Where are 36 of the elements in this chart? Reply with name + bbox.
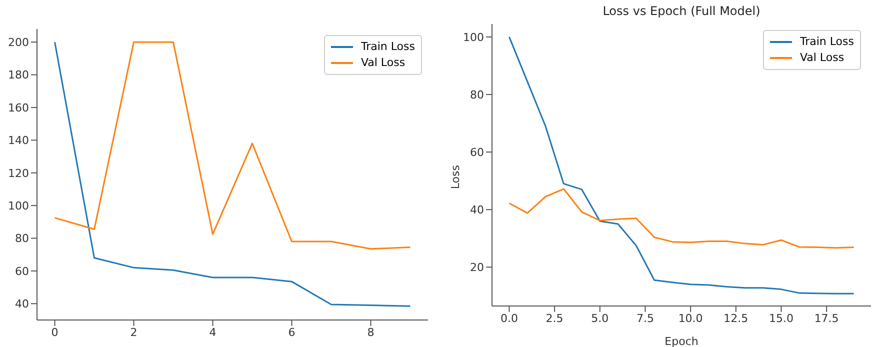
y-tick-label: 180 [8, 68, 29, 82]
x-tick-label: 17.5 [814, 312, 839, 325]
x-tick-label: 12.5 [724, 312, 748, 325]
y-tick-label: 60 [470, 146, 484, 159]
legend-label: Val Loss [800, 50, 844, 66]
y-tick-label: 80 [470, 88, 484, 102]
y-tick-label: 60 [15, 264, 29, 278]
x-tick-label: 4 [209, 326, 216, 339]
x-tick-label: 5.0 [591, 312, 609, 325]
y-tick-label: 120 [8, 166, 29, 180]
legend-label: Train Loss [800, 34, 854, 50]
x-tick-label: 7.5 [636, 312, 654, 325]
y-tick-label: 160 [8, 101, 29, 114]
y-axis-title: Loss [448, 164, 462, 190]
x-tick-label: 0.0 [500, 312, 518, 325]
x-tick-label: 2.5 [546, 312, 564, 325]
legend-label: Val Loss [360, 55, 406, 71]
x-tick-label: 0 [51, 326, 58, 339]
y-tick-label: 100 [463, 30, 484, 44]
line-series [508, 36, 855, 294]
y-tick-label: 80 [15, 232, 29, 246]
line-series [508, 188, 855, 249]
legend-label: Train Loss [360, 39, 415, 55]
y-tick-label: 100 [8, 199, 29, 212]
chart-title: Loss vs Epoch (Full Model) [602, 4, 762, 18]
x-tick-label: 6 [288, 326, 296, 339]
x-tick-label: 2 [130, 326, 138, 339]
y-tick-label: 200 [8, 36, 29, 49]
y-tick-label: 40 [15, 298, 29, 311]
y-tick-label: 20 [470, 261, 484, 274]
x-axis-title: Epoch [664, 335, 698, 347]
x-tick-label: 10.0 [678, 312, 703, 325]
x-tick-label: 8 [367, 326, 374, 339]
y-tick-label: 140 [8, 134, 29, 148]
x-tick-label: 15.0 [768, 312, 794, 325]
y-tick-label: 40 [470, 204, 484, 217]
